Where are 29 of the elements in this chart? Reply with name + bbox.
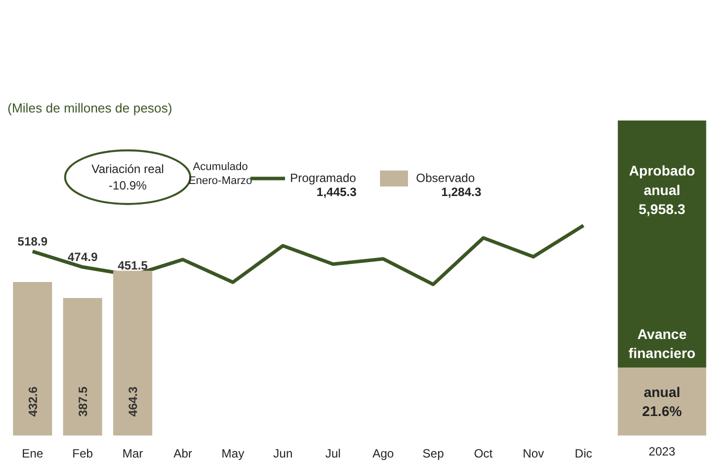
annotation: Aprobado anual 5,958.3 <box>628 162 696 217</box>
x-tick-label: May <box>222 446 244 460</box>
data-label: 432.6 <box>26 386 40 417</box>
x-tick-label: Dic <box>574 446 592 460</box>
data-label: 518.9 <box>18 234 48 248</box>
legend-title: Acumulado Enero-Marzo <box>188 160 252 188</box>
x-tick-label: Oct <box>474 446 494 460</box>
data-label: 387.5 <box>76 386 90 417</box>
annotation: Avance financiero <box>628 326 696 362</box>
x-tick-label: Abr <box>173 446 192 460</box>
x-tick-label: Sep <box>422 446 444 460</box>
legend-label: Observado <box>416 171 475 185</box>
chart-title: (Miles de millones de pesos) <box>8 100 172 116</box>
annotation: anual 21.6% <box>642 384 682 420</box>
x-tick-label: Mar <box>122 446 144 460</box>
x-tick-label: Jun <box>273 446 293 460</box>
x-tick-label: Ene <box>22 446 44 460</box>
x-tick-label: Nov <box>522 446 544 460</box>
x-tick-label: Feb <box>72 446 94 460</box>
data-label: 474.9 <box>68 250 98 264</box>
data-label: 451.5 <box>118 258 148 272</box>
x-tick-label: 2023 <box>648 444 676 458</box>
x-tick-label: Ago <box>372 446 394 460</box>
text: 1,445.3 <box>316 184 357 199</box>
x-tick-label: Jul <box>325 446 341 460</box>
legend-label: Programado <box>290 171 356 185</box>
text: Variación real -10.9% <box>91 162 164 193</box>
text: 1,284.3 <box>441 184 482 199</box>
data-label: 464.3 <box>126 386 140 417</box>
